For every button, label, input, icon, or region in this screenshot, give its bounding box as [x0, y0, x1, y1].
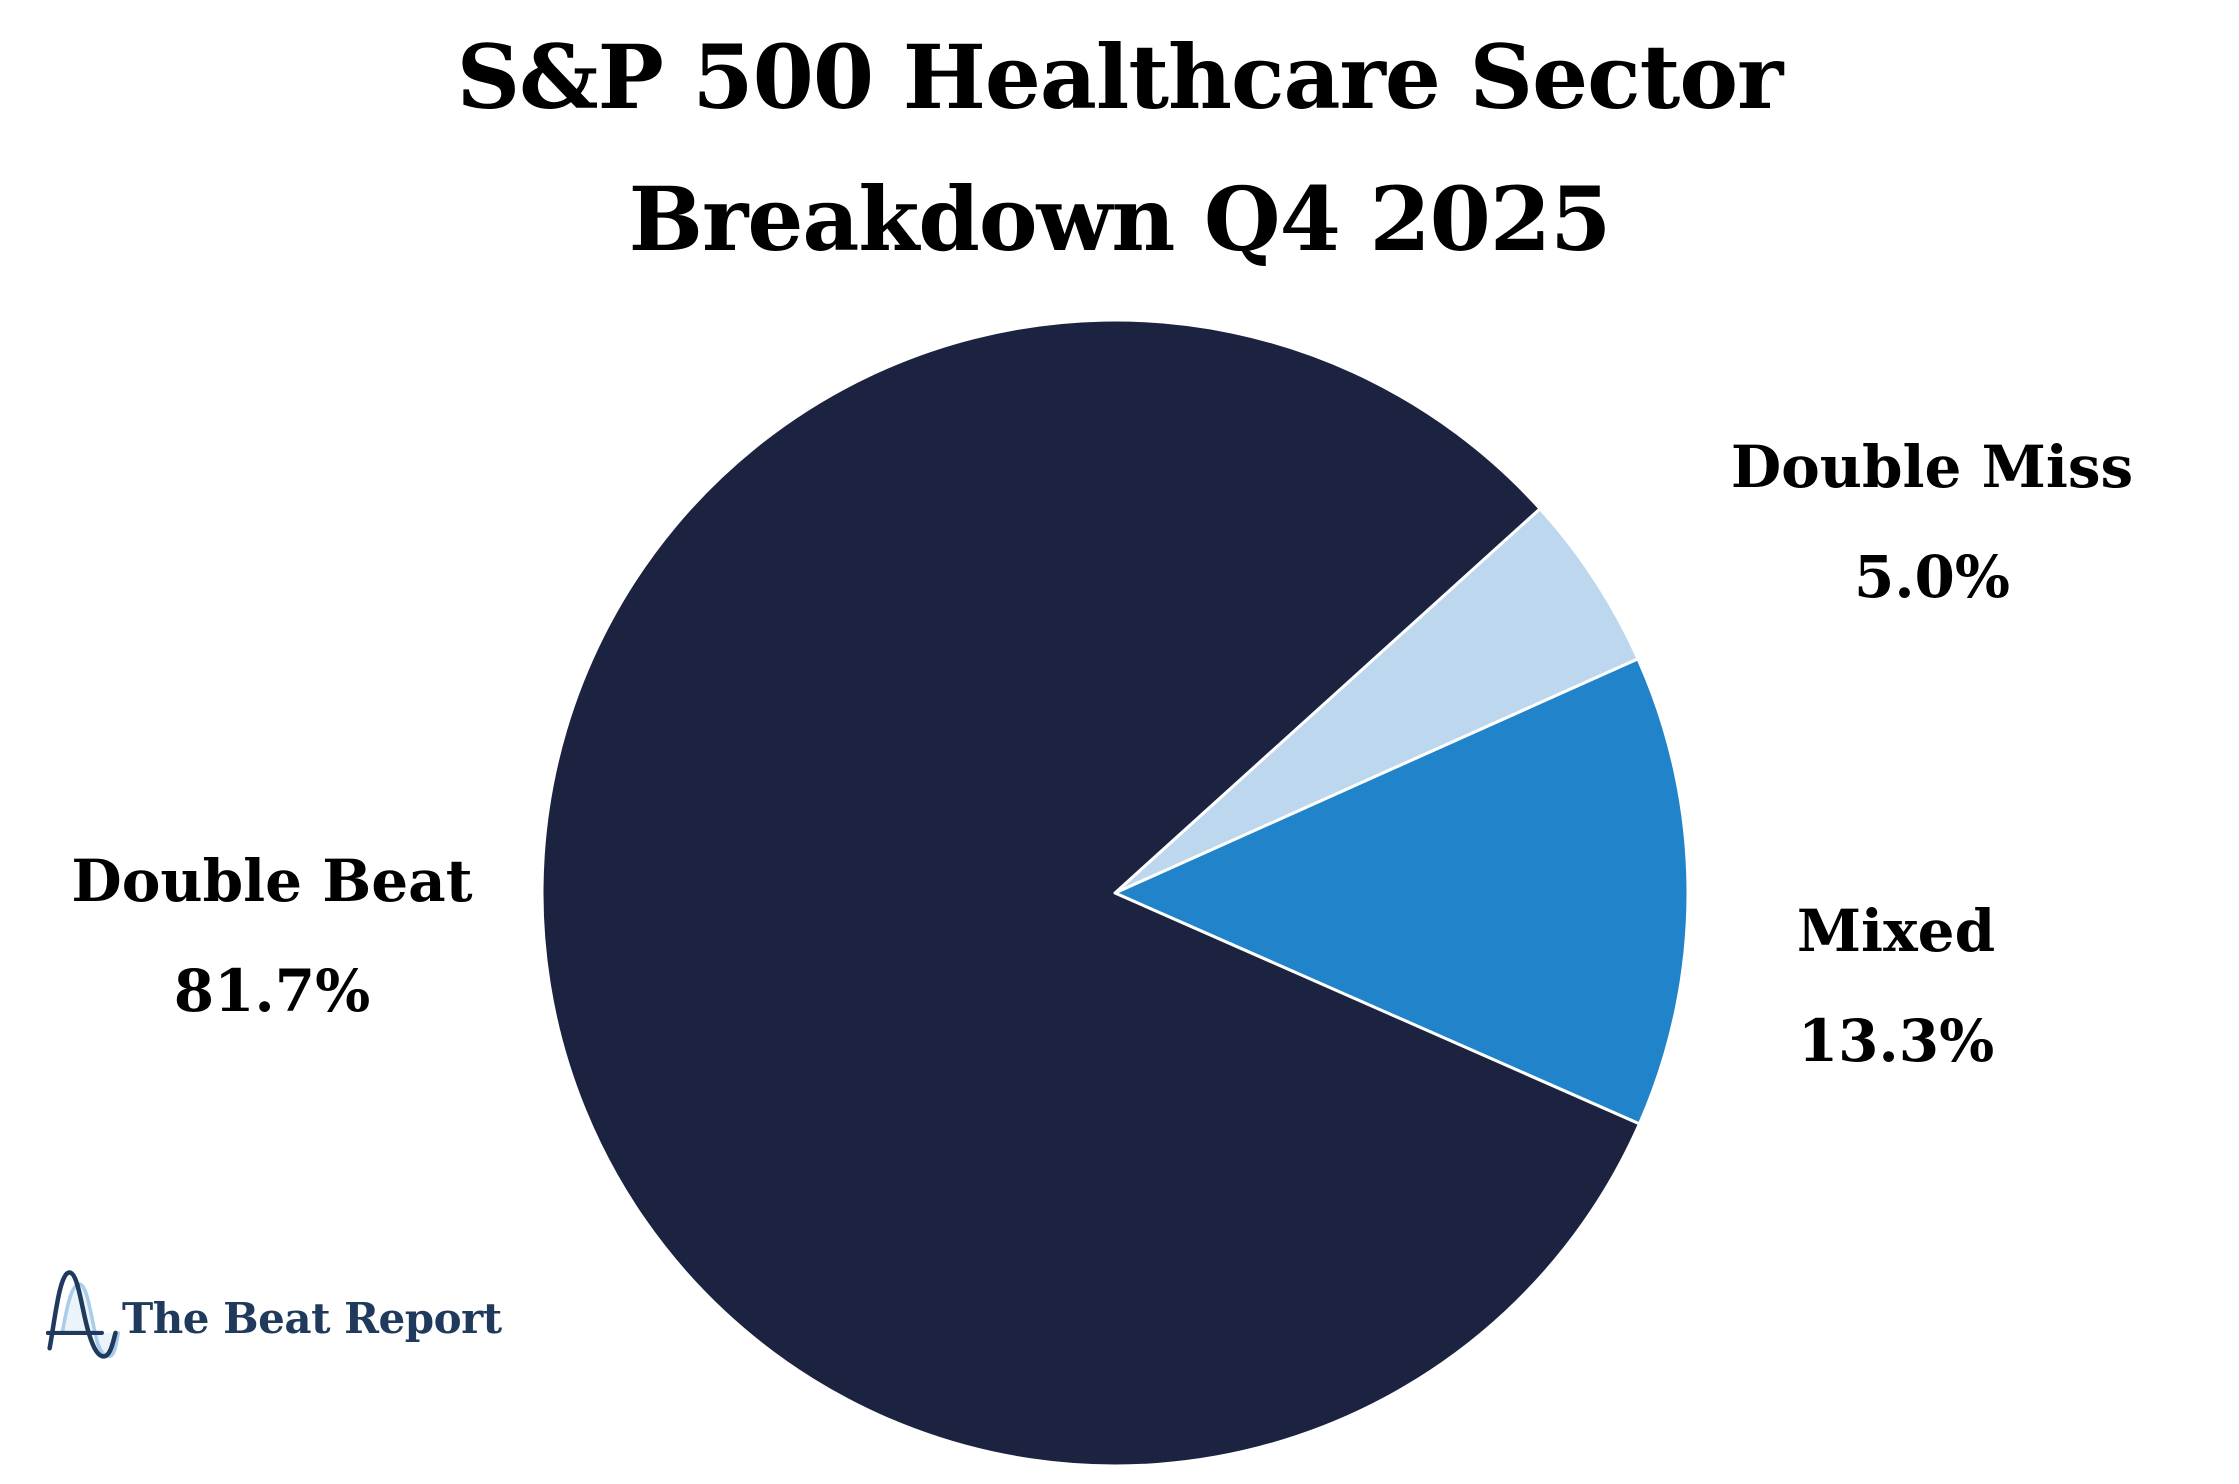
- brand-logo: The Beat Report: [46, 1268, 502, 1369]
- pie-slices-group: [540, 318, 1690, 1468]
- beat-wave-dark-stroke: [47, 1270, 118, 1359]
- chart-title-line2: Breakdown Q4 2025: [628, 167, 1612, 271]
- chart-title-line1: S&P 500 Healthcare Sector: [456, 25, 1784, 129]
- beat-wave-icon: [46, 1270, 120, 1359]
- label-double-beat: Double Beat 81.7%: [71, 826, 472, 1046]
- pie-slice-double-beat: [540, 318, 1641, 1468]
- label-double-beat-pct: 81.7%: [173, 957, 371, 1025]
- brand-logo-text: The Beat Report: [122, 1294, 502, 1343]
- label-mixed: Mixed 13.3%: [1797, 876, 1995, 1096]
- label-double-miss-name: Double Miss: [1730, 432, 2134, 501]
- beat-wave-light-stroke: [60, 1282, 120, 1359]
- label-double-miss: Double Miss 5.0%: [1731, 412, 2133, 632]
- label-mixed-pct: 13.3%: [1797, 1007, 1995, 1075]
- chart-title: S&P 500 Healthcare Sector Breakdown Q4 2…: [0, 6, 2239, 290]
- pie-slice-double-miss: [1113, 507, 1640, 895]
- pie-slice-mixed: [1113, 657, 1690, 1126]
- label-double-miss-pct: 5.0%: [1853, 543, 2011, 611]
- label-mixed-name: Mixed: [1796, 896, 1996, 965]
- beat-wave-light-fill: [62, 1284, 119, 1357]
- label-double-beat-name: Double Beat: [71, 846, 473, 915]
